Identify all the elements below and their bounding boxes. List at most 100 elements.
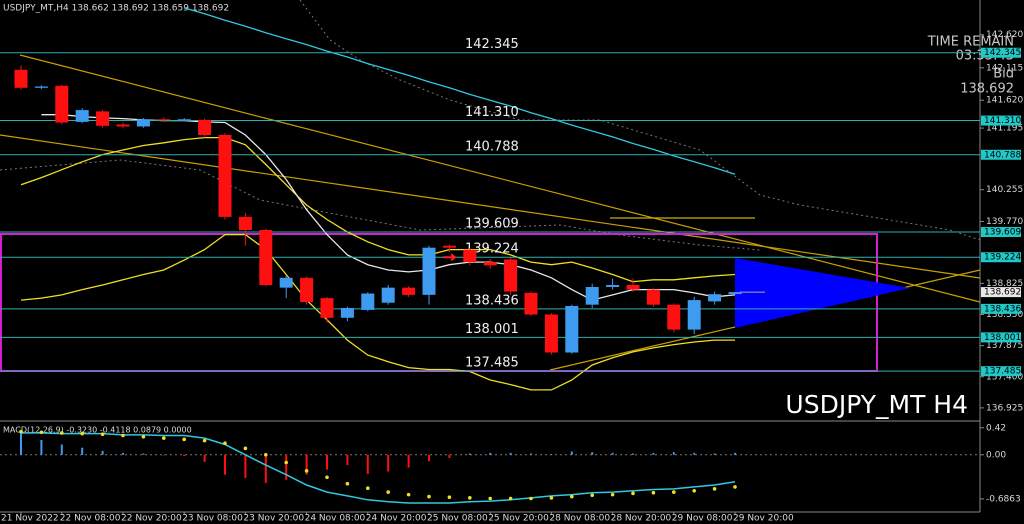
level-axis-box — [981, 252, 1021, 263]
indicator-line — [20, 136, 736, 283]
triangle-object — [735, 258, 910, 328]
candle-body — [279, 277, 293, 288]
macd-bar — [468, 453, 471, 455]
bid-axis-label: 138.692 — [984, 288, 1021, 298]
candle-body — [463, 249, 477, 263]
level-axis-label: 138.001 — [984, 333, 1021, 343]
macd-bar — [40, 440, 43, 455]
level-arrow — [443, 253, 457, 262]
macd-bar — [713, 453, 716, 455]
candle-body — [320, 298, 334, 318]
candle-body — [524, 292, 538, 315]
y-tick-label: 138.350 — [986, 310, 1023, 320]
macd-bar — [693, 452, 696, 455]
level-label: 139.609 — [465, 217, 519, 232]
signal-dot — [223, 441, 227, 446]
candle-body — [606, 285, 620, 287]
macd-bar — [570, 451, 573, 455]
level-label: 138.001 — [465, 322, 519, 337]
signal-dot — [447, 495, 452, 500]
macd-bar — [305, 454, 308, 475]
level-axis-label: 138.436 — [984, 304, 1021, 314]
candle-body — [381, 287, 395, 303]
level-axis-box — [981, 366, 1021, 377]
macd-bar — [346, 454, 349, 466]
signal-dot — [692, 488, 696, 493]
level-axis-label: 139.224 — [984, 253, 1021, 263]
macd-bar — [509, 452, 512, 455]
x-tick-label: 28 Nov 08:00 — [549, 514, 610, 524]
candle-body — [708, 294, 722, 302]
x-tick-label: 21 Nov 2022 — [1, 514, 59, 524]
signal-dot — [182, 437, 186, 442]
macd-bar — [428, 454, 430, 462]
signal-dot — [39, 430, 44, 435]
level-label: 141.310 — [465, 105, 519, 120]
macd-bar — [672, 452, 675, 455]
signal-dot — [488, 496, 493, 501]
trend-line — [19, 54, 981, 303]
macd-bar — [224, 454, 226, 475]
chart-title: USDJPY_MT,H4 138.662 138.692 138.659 138… — [3, 4, 229, 14]
macd-bar — [550, 454, 553, 455]
y-tick-label: 140.255 — [986, 185, 1023, 195]
signal-dot — [610, 492, 615, 497]
candle-body — [565, 305, 579, 353]
signal-dot — [427, 494, 431, 499]
signal-dot — [406, 492, 411, 497]
signal-dot — [264, 452, 268, 457]
ichimoku-cloud — [299, 0, 981, 241]
signal-dot — [508, 496, 513, 501]
macd-line — [21, 432, 736, 504]
x-tick-label: 29 Nov 20:00 — [733, 514, 794, 524]
signal-dot — [60, 431, 64, 435]
candle-body — [340, 307, 354, 318]
signal-dot — [284, 460, 289, 465]
macd-bar — [264, 454, 267, 484]
bid-value: 138.692 — [960, 82, 1014, 97]
macd-bar — [326, 454, 328, 470]
candle-body — [14, 69, 28, 88]
level-axis-label: 139.609 — [984, 228, 1021, 238]
macd-bar — [183, 454, 186, 457]
candle-body — [34, 86, 48, 88]
signal-dot — [570, 494, 574, 499]
macd-title: MACD(12,26,9) -0.3230 -0.4118 0.0879 0.0… — [3, 426, 192, 435]
candle-body — [728, 292, 742, 295]
macd-bar — [632, 453, 634, 455]
x-tick-label: 24 Nov 08:00 — [305, 514, 366, 524]
macd-bar — [203, 454, 206, 462]
signal-dot — [121, 433, 125, 438]
candle-body — [177, 119, 191, 121]
macd-bar — [489, 452, 492, 455]
x-tick-label: 23 Nov 20:00 — [243, 514, 304, 524]
y-tick-label: 0.00 — [986, 450, 1006, 460]
level-axis-box — [981, 332, 1021, 343]
signal-dot — [162, 436, 166, 440]
y-tick-label: 136.925 — [986, 403, 1023, 413]
y-tick-label: 137.875 — [986, 341, 1023, 351]
candle-body — [75, 110, 89, 122]
candle-body — [402, 287, 416, 295]
signal-dot — [100, 432, 105, 437]
y-tick-label: 142.115 — [986, 63, 1023, 73]
macd-bar — [734, 452, 736, 455]
level-label: 140.788 — [465, 139, 519, 154]
candle-body — [442, 245, 456, 248]
bid-axis-box — [981, 287, 1021, 298]
level-axis-box — [981, 303, 1021, 314]
candle-body — [198, 119, 212, 135]
level-axis-label: 140.788 — [984, 150, 1021, 160]
level-axis-box — [981, 227, 1021, 238]
level-axis-box — [981, 149, 1021, 160]
bid-label: Bid — [993, 67, 1014, 82]
candle-body — [544, 314, 558, 353]
macd-bar — [60, 444, 63, 455]
macd-bar — [101, 450, 104, 455]
macd-bar — [162, 454, 165, 456]
x-tick-label: 22 Nov 20:00 — [121, 514, 182, 524]
level-label: 139.224 — [465, 242, 519, 257]
signal-dot — [631, 491, 635, 496]
